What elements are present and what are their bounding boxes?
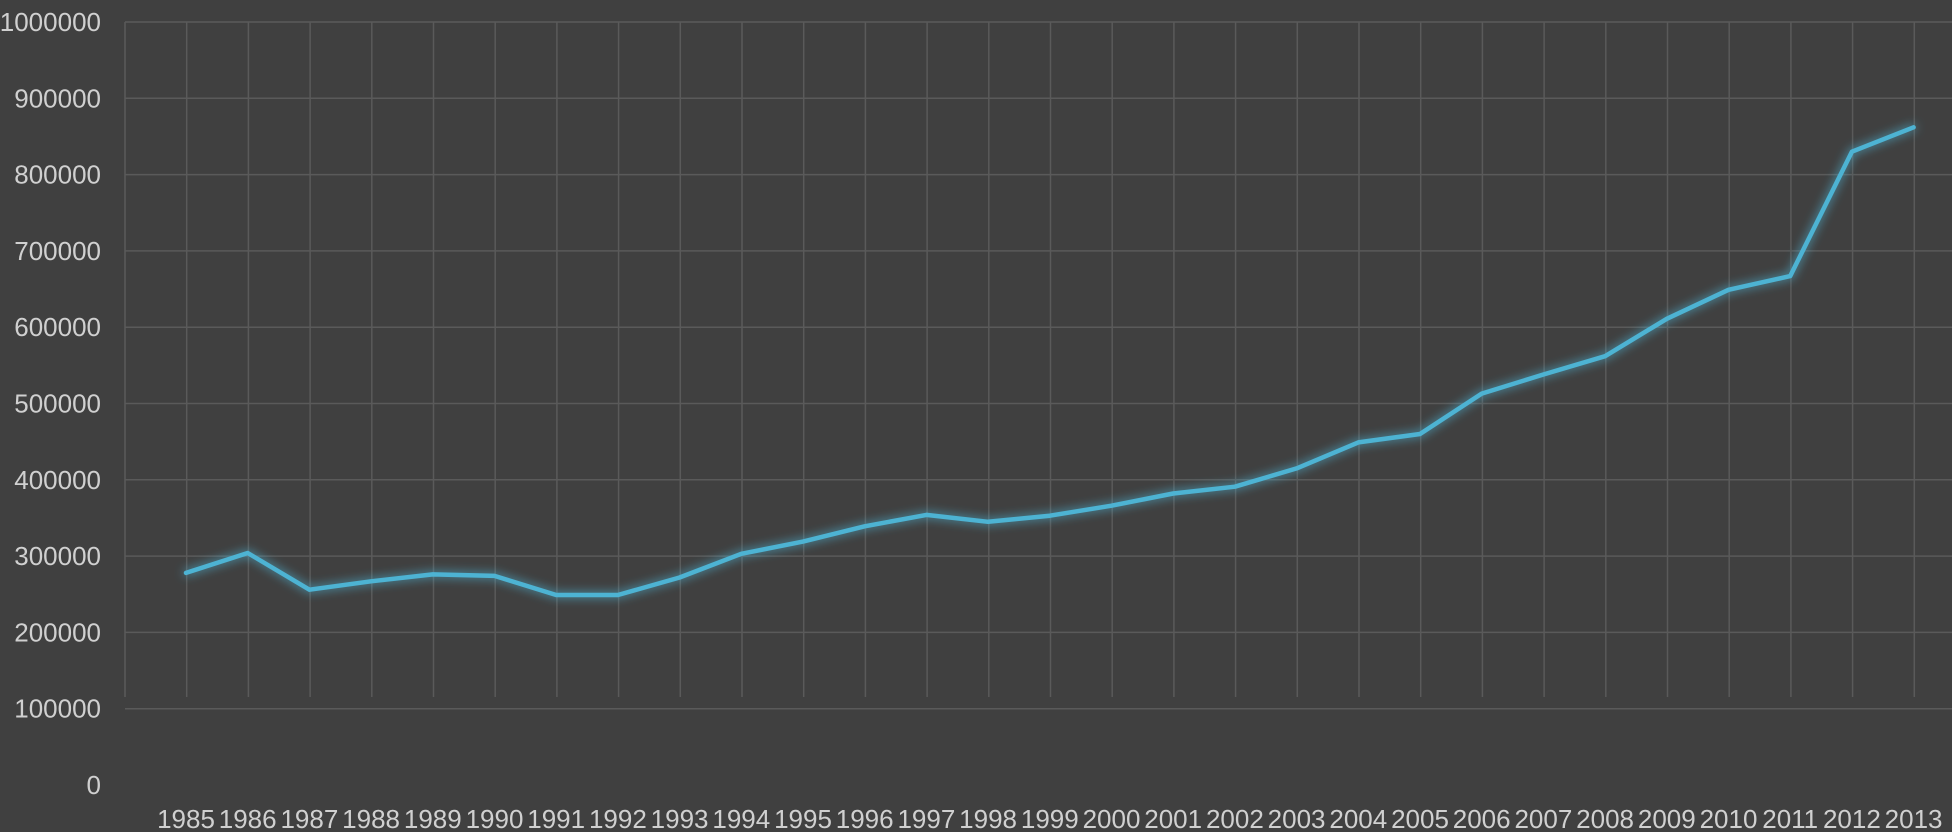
x-tick-label: 1986 [219, 804, 277, 832]
x-tick-label: 1991 [527, 804, 585, 832]
series-layer [183, 125, 1916, 598]
x-tick-label: 1996 [836, 804, 894, 832]
y-tick-label: 800000 [14, 160, 101, 190]
x-tick-label: 1992 [589, 804, 647, 832]
x-tick-label: 1988 [342, 804, 400, 832]
x-axis-tick-labels: 1985 1986 1987 1988 1989 1990 1991 1992 1993 1994… [157, 804, 1942, 832]
x-tick-label: 1990 [466, 804, 524, 832]
x-tick-label: 1994 [712, 804, 770, 832]
y-tick-label: 700000 [14, 236, 101, 266]
x-tick-label: 2010 [1700, 804, 1758, 832]
x-tick-label: 2007 [1514, 804, 1572, 832]
y-axis-tick-labels: 0 100000 200000 300000 400000 500000 600000 700… [0, 7, 101, 800]
x-tick-label: 2013 [1885, 804, 1943, 832]
y-tick-label: 100000 [14, 694, 101, 724]
y-tick-label: 0 [87, 770, 101, 800]
x-tick-label: 2012 [1823, 804, 1881, 832]
x-tick-label: 1999 [1021, 804, 1079, 832]
y-tick-label: 900000 [14, 83, 101, 113]
x-tick-label: 2003 [1268, 804, 1326, 832]
series-line [183, 125, 1916, 598]
x-tick-label: 2000 [1083, 804, 1141, 832]
y-tick-label: 1000000 [0, 7, 101, 37]
x-tick-label: 1985 [157, 804, 215, 832]
x-tick-label: 1998 [959, 804, 1017, 832]
x-tick-label: 2005 [1391, 804, 1449, 832]
y-tick-label: 600000 [14, 312, 101, 342]
x-tick-label: 1997 [897, 804, 955, 832]
x-tick-label: 1993 [651, 804, 709, 832]
x-tick-label: 1987 [280, 804, 338, 832]
x-tick-label: 2001 [1144, 804, 1202, 832]
y-tick-label: 400000 [14, 465, 101, 495]
x-tick-label: 1989 [404, 804, 462, 832]
x-tick-label: 2004 [1329, 804, 1387, 832]
grid [124, 21, 1952, 710]
y-tick-label: 300000 [14, 541, 101, 571]
x-tick-label: 2011 [1762, 804, 1818, 832]
x-tick-label: 2008 [1576, 804, 1634, 832]
y-tick-label: 200000 [14, 617, 101, 647]
x-tick-label: 2002 [1206, 804, 1264, 832]
x-tick-label: 2006 [1453, 804, 1511, 832]
y-tick-label: 500000 [14, 389, 101, 419]
x-tick-label: 1995 [774, 804, 832, 832]
x-tick-label: 2009 [1638, 804, 1696, 832]
